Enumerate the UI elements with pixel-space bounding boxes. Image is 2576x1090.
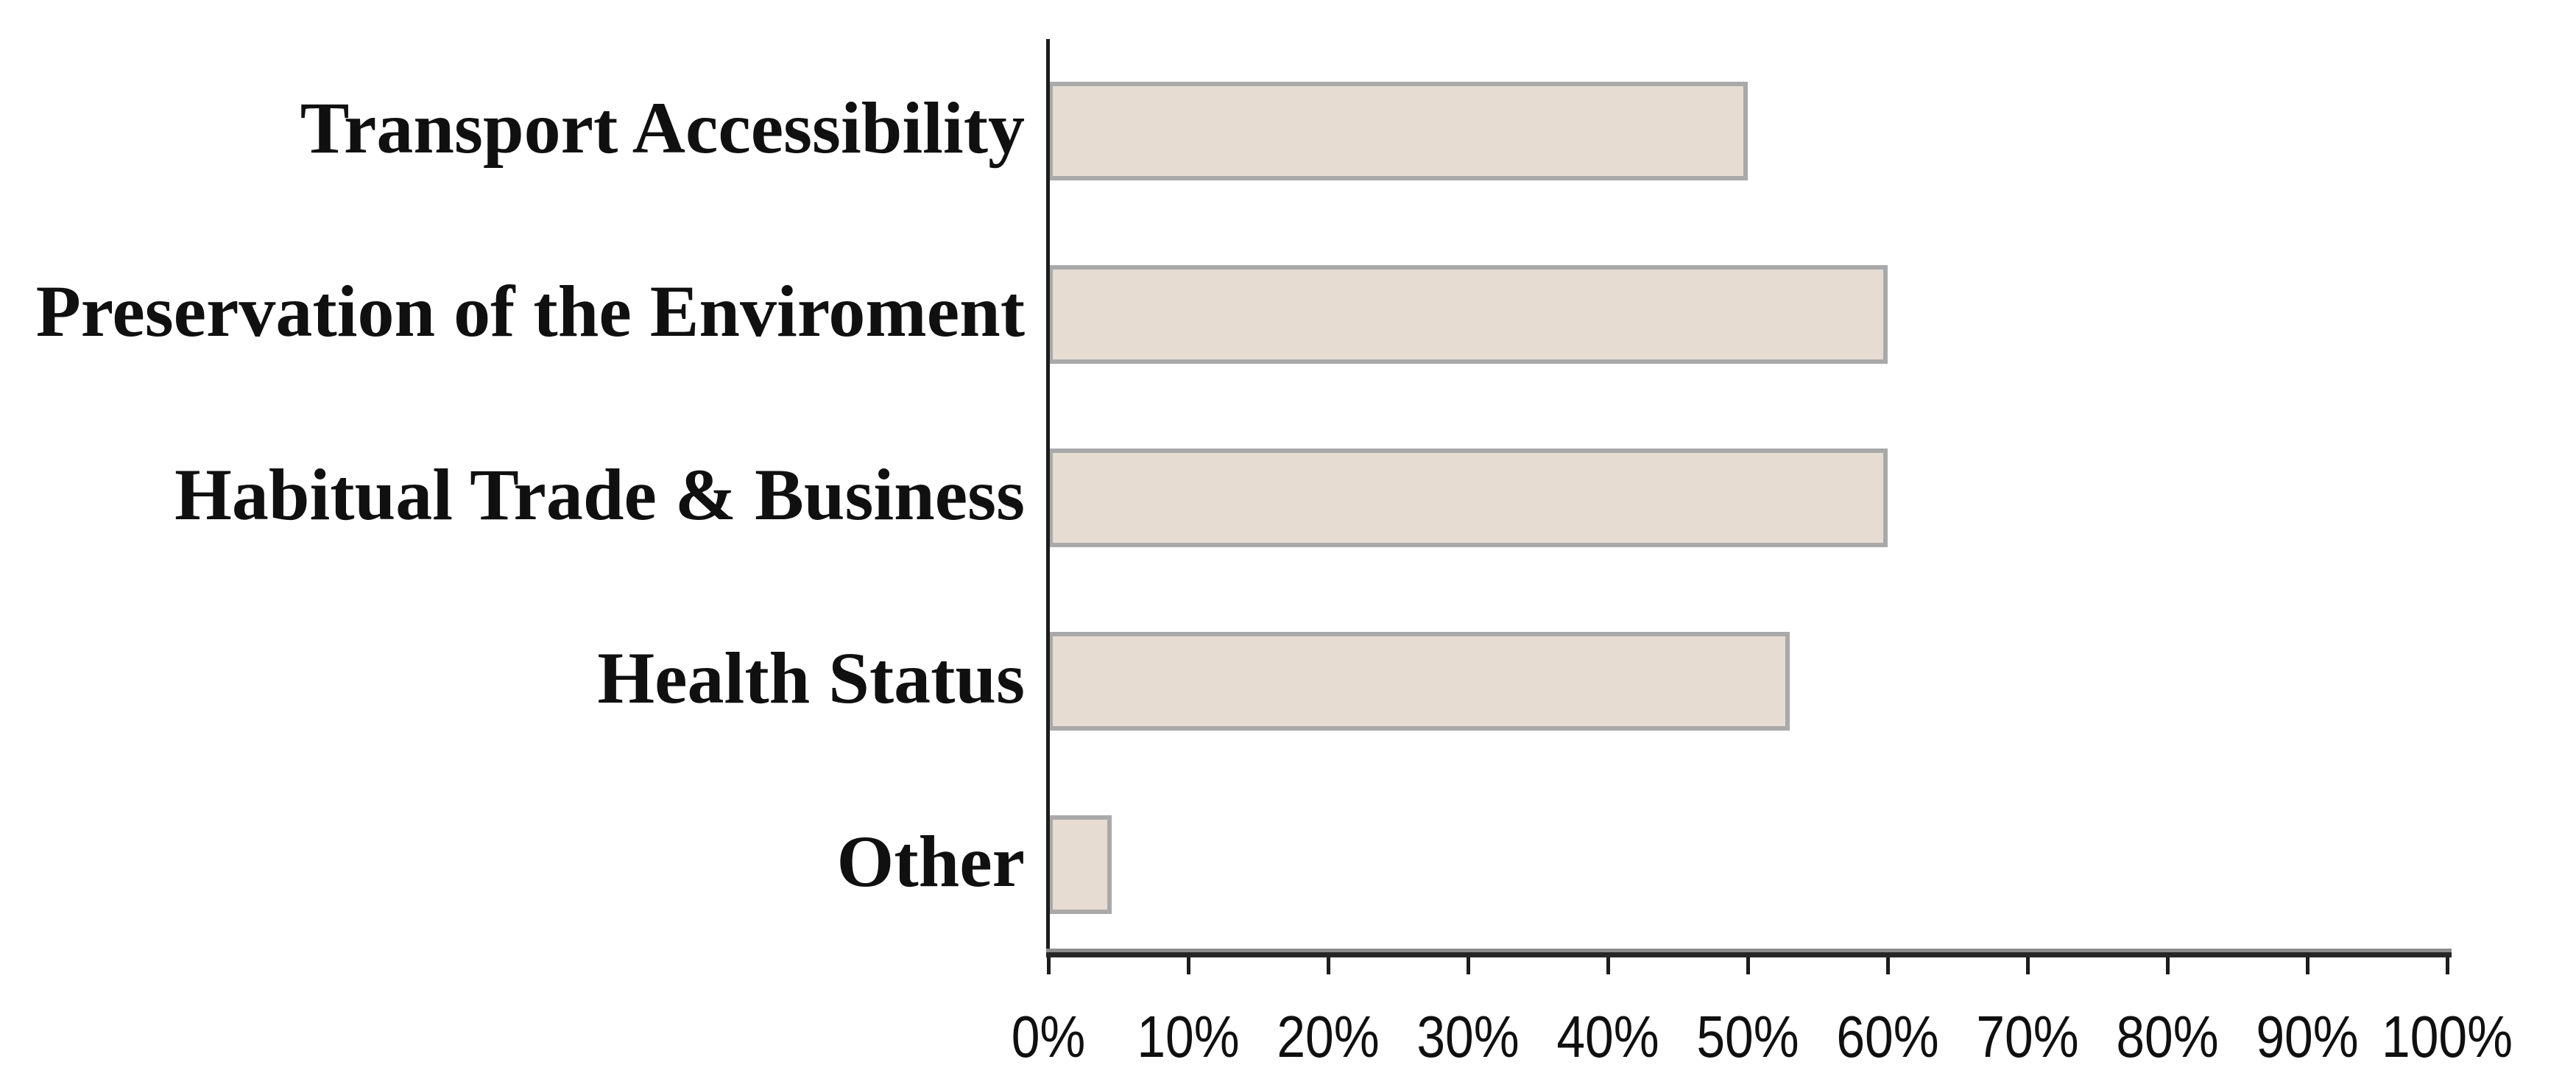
- x-axis-shadow-line: [1046, 949, 2452, 952]
- x-axis-line: [1046, 952, 2452, 957]
- category-label: Preservation of the Enviroment: [35, 270, 1025, 352]
- x-axis-tick: [1187, 957, 1190, 974]
- bar: [1048, 81, 1748, 180]
- x-axis-tick-label: 50%: [1696, 1004, 1799, 1069]
- x-axis-tick-label: 0%: [1011, 1004, 1086, 1069]
- x-axis-tick: [1746, 957, 1750, 974]
- x-axis-tick-label: 80%: [2116, 1004, 2219, 1069]
- x-axis-tick: [1327, 957, 1330, 974]
- x-axis-tick: [1047, 957, 1051, 974]
- bar: [1048, 449, 1888, 547]
- y-axis-line: [1046, 39, 1050, 957]
- x-axis-tick: [2026, 957, 2030, 974]
- x-axis-tick: [2166, 957, 2170, 974]
- category-label: Health Status: [597, 637, 1025, 720]
- x-axis-tick-label: 60%: [1836, 1004, 1939, 1069]
- category-label: Transport Accessibility: [300, 86, 1025, 169]
- x-axis-tick: [2446, 957, 2449, 974]
- bar: [1048, 264, 1888, 364]
- x-axis-tick-label: 20%: [1277, 1004, 1380, 1069]
- x-axis-tick-label: 70%: [1976, 1004, 2079, 1069]
- x-axis-tick-label: 90%: [2256, 1004, 2359, 1069]
- x-axis-tick-label: 100%: [2381, 1004, 2513, 1069]
- category-label: Other: [836, 820, 1025, 903]
- bar: [1048, 815, 1112, 915]
- x-axis-tick-label: 10%: [1137, 1004, 1240, 1069]
- x-axis-tick: [2306, 957, 2309, 974]
- x-axis-tick-label: 30%: [1416, 1004, 1520, 1069]
- x-axis-tick: [1467, 957, 1470, 974]
- x-axis-tick-label: 40%: [1556, 1004, 1659, 1069]
- bar: [1048, 632, 1790, 731]
- x-axis-tick: [1886, 957, 1890, 974]
- x-axis-tick: [1606, 957, 1610, 974]
- category-label: Habitual Trade & Business: [174, 453, 1025, 535]
